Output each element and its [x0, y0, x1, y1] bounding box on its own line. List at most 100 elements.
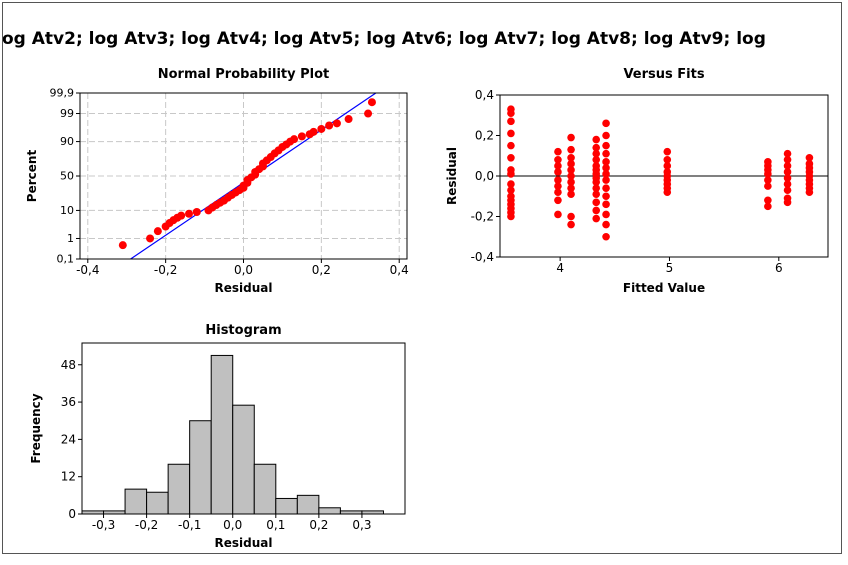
fits-point: [592, 184, 601, 192]
hist-y-tick-label: 36: [61, 395, 76, 409]
fits-y-tick-label: 0,4: [475, 88, 494, 102]
fits-point: [507, 180, 515, 188]
hist-x-tick-label: 0,2: [309, 518, 328, 532]
fits-point: [783, 162, 792, 170]
fits-point: [764, 182, 772, 190]
fits-point: [783, 156, 792, 164]
fits-point: [567, 145, 575, 154]
hist-y-axis-label: Frequency: [29, 393, 43, 463]
npp-x-tick-label: 0,2: [312, 263, 331, 277]
fits-point: [764, 202, 772, 211]
fits-point: [602, 232, 610, 241]
hist-plot-frame: [81, 342, 406, 515]
fits-point: [602, 149, 610, 158]
fits-point: [567, 184, 575, 192]
npp-point: [118, 241, 127, 250]
npp-point: [177, 211, 186, 220]
hist-y-tick-label: 0: [68, 507, 76, 521]
npp-x-tick-label: 0,0: [234, 263, 253, 277]
hist-bar: [189, 420, 212, 515]
fits-point: [592, 149, 601, 158]
npp-x-tick-label: -0,2: [154, 263, 177, 277]
fits-point: [663, 147, 672, 156]
fits-point: [783, 186, 792, 194]
fits-point: [554, 176, 562, 184]
fits-point: [764, 196, 772, 205]
fits-y-tick-label: 0,2: [475, 129, 494, 143]
fits-y-tick-label: 0,0: [475, 169, 494, 183]
fits-title: Versus Fits: [623, 67, 704, 82]
npp-y-tick-label: 1: [67, 232, 74, 245]
fits-point: [554, 182, 562, 190]
fits-point: [592, 178, 601, 186]
fits-point: [783, 168, 792, 176]
hist-x-tick-label: 0,0: [223, 518, 242, 532]
fits-point: [602, 220, 610, 229]
fits-point: [602, 164, 610, 172]
hist-x-tick-label: -0,3: [92, 518, 115, 532]
npp-x-tick-label: 0,4: [390, 263, 409, 277]
fits-point: [592, 190, 601, 199]
hist-x-axis-label: Residual: [215, 536, 273, 550]
histogram-plot: Histogram -0,3 -0,2 -0,1 0,0 0,1 0,2 0,3 0 12 24 36…: [29, 323, 406, 550]
fits-point: [554, 210, 562, 219]
hist-x-tick-label: 0,3: [352, 518, 371, 532]
npp-x-tick-label: -0,4: [76, 263, 99, 277]
fits-point: [592, 214, 601, 223]
fits-x-tick-label: 4: [556, 261, 564, 275]
fits-y-axis-label: Residual: [445, 147, 459, 205]
fits-point: [805, 153, 814, 162]
fits-point: [554, 156, 562, 164]
fits-point: [507, 117, 515, 126]
fits-point: [783, 180, 792, 188]
hist-bar: [275, 497, 298, 515]
fits-point: [554, 147, 562, 156]
npp-y-tick-label: 10: [60, 204, 74, 217]
fits-point: [663, 162, 672, 170]
fits-point: [592, 135, 601, 144]
hist-y-tick-label: 24: [61, 432, 76, 446]
fits-point: [554, 168, 562, 176]
fits-point: [805, 188, 814, 196]
npp-y-axis-label: Percent: [25, 150, 39, 203]
fits-point: [783, 198, 792, 207]
npp-point: [290, 135, 299, 144]
hist-bar: [232, 404, 255, 515]
fits-point: [567, 160, 575, 168]
npp-point: [367, 98, 376, 107]
npp-point: [146, 234, 155, 243]
hist-bar: [253, 463, 277, 515]
fits-point: [507, 186, 515, 194]
figure-suptitle: og Atv2; log Atv3; log Atv4; log Atv5; l…: [2, 29, 766, 49]
fits-point: [602, 184, 610, 192]
fits-point: [592, 143, 601, 152]
fits-point: [554, 162, 562, 170]
normal-probability-plot: Normal Probability Plot -0,4 -0,2 0,0 0,2 0,4…: [25, 67, 409, 295]
fits-x-tick-label: 5: [666, 261, 674, 275]
fits-plot-frame: [499, 94, 829, 258]
fits-point: [507, 153, 515, 162]
fits-point: [507, 129, 515, 138]
fits-x-tick-label: 6: [775, 261, 783, 275]
npp-point: [309, 127, 318, 136]
hist-bar: [146, 491, 169, 515]
npp-point: [185, 209, 193, 218]
fits-point: [567, 178, 575, 186]
fits-point: [592, 206, 601, 215]
fits-point: [602, 200, 610, 209]
npp-x-axis-label: Residual: [215, 281, 273, 295]
npp-point: [364, 109, 373, 118]
hist-x-tick-label: -0,1: [178, 518, 201, 532]
fits-point: [567, 190, 575, 199]
fits-point: [567, 166, 575, 174]
hist-x-tick-label: 0,1: [266, 518, 285, 532]
npp-y-tick-label: 50: [60, 170, 74, 183]
fits-point: [567, 212, 575, 221]
hist-bar: [210, 354, 234, 515]
npp-plot-frame: [79, 92, 408, 260]
versus-fits-plot: Versus Fits 4 5 6 -0,4 -0,2 0,0 0,2 0,4 Fitted Va…: [445, 67, 829, 295]
npp-point: [317, 124, 326, 133]
fits-point: [602, 141, 610, 150]
